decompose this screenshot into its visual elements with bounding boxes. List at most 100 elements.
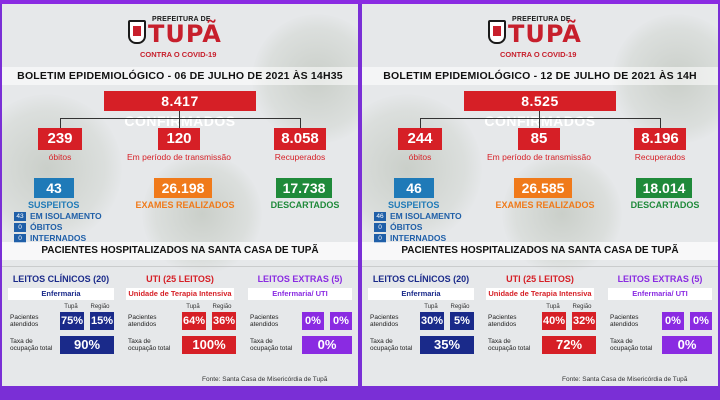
recovered-label: Recuperados xyxy=(634,152,686,162)
confirmed-total-badge: 8.417 CONFIRMADOS xyxy=(104,91,256,129)
tupa-column-label: Tupã xyxy=(424,304,438,310)
clinical-regiao-value: 15% xyxy=(90,312,114,330)
suspect-deaths-label: ÓBITOS xyxy=(30,222,63,232)
patients-row-label: Pacientes atendidos xyxy=(128,314,157,328)
hospitalized-label: INTERNADOS xyxy=(30,233,87,243)
suspect-deaths-value: 0 xyxy=(374,223,386,232)
clinical-total-value: 90% xyxy=(60,336,114,354)
clinical-beds-title: LEITOS CLÍNICOS (20) xyxy=(372,274,470,284)
clinical-beds-subtitle: Enfermaria xyxy=(8,288,114,300)
occupancy-row-label: Taxa de ocupação total xyxy=(10,338,53,352)
tree-connector xyxy=(539,111,540,119)
icu-regiao-value: 36% xyxy=(212,312,236,330)
tree-connector xyxy=(660,118,661,128)
patients-row-label: Pacientes atendidos xyxy=(488,314,517,328)
logo-campaign-text: CONTRA O COVID-19 xyxy=(500,50,577,59)
extra-beds-title: LEITOS EXTRAS (5) xyxy=(257,274,343,284)
exams-value: 26.585 xyxy=(514,178,572,198)
extra-tupa-value: 0% xyxy=(302,312,324,330)
discarded-value: 18.014 xyxy=(636,178,692,198)
tupa-column-label: Tupã xyxy=(64,304,78,310)
icu-total-value: 72% xyxy=(542,336,596,354)
regiao-column-label: Região xyxy=(572,304,592,310)
icu-regiao-value: 32% xyxy=(572,312,596,330)
hospital-section-title: PACIENTES HOSPITALIZADOS NA SANTA CASA D… xyxy=(2,242,358,260)
tree-connector xyxy=(60,118,61,128)
top-border xyxy=(0,0,720,4)
hospitalized-value: 0 xyxy=(14,234,26,243)
occupancy-row-label: Taxa de ocupação total xyxy=(488,338,531,352)
icu-tupa-value: 40% xyxy=(542,312,566,330)
suspect-deaths-label: ÓBITOS xyxy=(390,222,423,232)
transmission-value: 85 xyxy=(518,128,560,150)
tree-connector xyxy=(179,118,180,128)
clinical-tupa-value: 30% xyxy=(420,312,444,330)
bulletin-panel-1: PREFEITURA DE TUPÃ CONTRA O COVID-19 BOL… xyxy=(2,4,358,386)
tree-connector xyxy=(539,118,540,128)
tree-connector xyxy=(420,118,421,128)
hospital-section-title: PACIENTES HOSPITALIZADOS NA SANTA CASA D… xyxy=(362,242,718,260)
discarded-label: DESCARTADOS xyxy=(630,200,700,210)
discarded-label: DESCARTADOS xyxy=(270,200,340,210)
transmission-label: Em período de transmissão xyxy=(487,152,591,162)
exams-label: EXAMES REALIZADOS xyxy=(135,200,235,210)
divider xyxy=(362,266,718,267)
occupancy-row-label: Taxa de ocupação total xyxy=(250,338,293,352)
header: PREFEITURA DE TUPÃ CONTRA O COVID-19 xyxy=(2,4,358,68)
recovered-value: 8.058 xyxy=(274,128,326,150)
clinical-beds-subtitle: Enfermaria xyxy=(368,288,474,300)
source-footnote: Fonte: Santa Casa de Misericórdia de Tup… xyxy=(562,376,688,383)
tree-connector xyxy=(420,118,660,119)
bulletin-panel-2: PREFEITURA DE TUPÃ CONTRA O COVID-19 BOL… xyxy=(362,4,718,386)
exams-value: 26.198 xyxy=(154,178,212,198)
suspects-value: 43 xyxy=(34,178,74,198)
confirmed-total-badge: 8.525 CONFIRMADOS xyxy=(464,91,616,129)
clinical-tupa-value: 75% xyxy=(60,312,84,330)
suspects-value: 46 xyxy=(394,178,434,198)
icu-tupa-value: 64% xyxy=(182,312,206,330)
tree-connector xyxy=(300,118,301,128)
occupancy-row-label: Taxa de ocupação total xyxy=(128,338,171,352)
extra-total-value: 0% xyxy=(662,336,712,354)
patients-row-label: Pacientes atendidos xyxy=(10,314,39,328)
patients-row-label: Pacientes atendidos xyxy=(610,314,639,328)
crest-icon xyxy=(128,20,146,44)
icu-total-value: 100% xyxy=(182,336,236,354)
icu-beds-subtitle: Unidade de Terapia Intensiva xyxy=(486,288,594,300)
recovered-label: Recuperados xyxy=(274,152,326,162)
logo-campaign-text: CONTRA O COVID-19 xyxy=(140,50,217,59)
prefeitura-logo: PREFEITURA DE TUPÃ CONTRA O COVID-19 xyxy=(122,14,238,62)
tree-connector xyxy=(60,118,300,119)
patients-row-label: Pacientes atendidos xyxy=(370,314,399,328)
transmission-value: 120 xyxy=(158,128,200,150)
hospitalized-value: 0 xyxy=(374,234,386,243)
clinical-regiao-value: 5% xyxy=(450,312,474,330)
discarded-value: 17.738 xyxy=(276,178,332,198)
deaths-label: óbitos xyxy=(48,152,72,162)
icu-beds-subtitle: Unidade de Terapia Intensiva xyxy=(126,288,234,300)
logo-city-name: TUPÃ xyxy=(508,20,582,48)
icu-beds-title: UTI (25 LEITOS) xyxy=(146,274,214,284)
clinical-beds-title: LEITOS CLÍNICOS (20) xyxy=(12,274,110,284)
isolation-label: EM ISOLAMENTO xyxy=(390,211,462,221)
logo-prefeitura-text: PREFEITURA DE xyxy=(512,16,571,23)
crest-icon xyxy=(488,20,506,44)
tupa-column-label: Tupã xyxy=(186,304,200,310)
regiao-column-label: Região xyxy=(212,304,232,310)
tupa-column-label: Tupã xyxy=(546,304,560,310)
bulletin-title: BOLETIM EPIDEMIOLÓGICO - 12 DE JULHO DE … xyxy=(362,67,718,85)
deaths-value: 244 xyxy=(398,128,442,150)
bottom-border xyxy=(0,386,720,400)
suspects-label: SUSPEITOS xyxy=(28,200,80,210)
patients-row-label: Pacientes atendidos xyxy=(250,314,279,328)
regiao-column-label: Região xyxy=(90,304,110,310)
logo-prefeitura-text: PREFEITURA DE xyxy=(152,16,211,23)
icu-beds-title: UTI (25 LEITOS) xyxy=(506,274,574,284)
extra-tupa-value: 0% xyxy=(662,312,684,330)
deaths-value: 239 xyxy=(38,128,82,150)
extra-beds-title: LEITOS EXTRAS (5) xyxy=(617,274,703,284)
extra-beds-subtitle: Enfermaria/ UTI xyxy=(248,288,352,300)
divider xyxy=(2,266,358,267)
extra-regiao-value: 0% xyxy=(690,312,712,330)
extra-regiao-value: 0% xyxy=(330,312,352,330)
